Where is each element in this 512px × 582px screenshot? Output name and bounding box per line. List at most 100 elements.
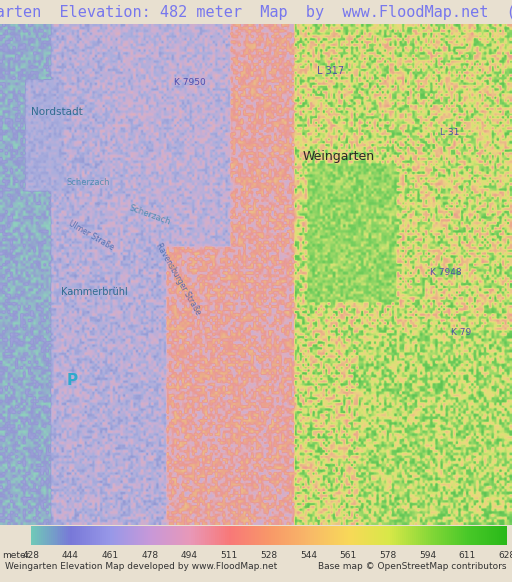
Bar bbox=[434, 526, 435, 545]
Bar bbox=[104, 526, 106, 545]
Bar bbox=[261, 526, 263, 545]
Bar bbox=[205, 526, 207, 545]
Bar bbox=[120, 526, 122, 545]
Bar bbox=[463, 526, 465, 545]
Bar bbox=[495, 526, 497, 545]
Bar bbox=[312, 526, 314, 545]
Bar bbox=[406, 526, 408, 545]
Bar bbox=[352, 526, 354, 545]
Bar bbox=[267, 526, 269, 545]
Bar bbox=[461, 526, 463, 545]
Bar bbox=[469, 526, 471, 545]
Bar bbox=[400, 526, 402, 545]
Bar bbox=[42, 526, 45, 545]
Bar bbox=[257, 526, 259, 545]
Bar bbox=[291, 526, 292, 545]
Bar bbox=[428, 526, 430, 545]
Bar bbox=[501, 526, 503, 545]
Bar bbox=[294, 526, 296, 545]
Bar bbox=[39, 526, 40, 545]
Bar bbox=[423, 526, 425, 545]
Bar bbox=[376, 526, 378, 545]
Bar bbox=[271, 526, 273, 545]
Bar bbox=[162, 526, 164, 545]
Bar bbox=[384, 526, 386, 545]
Bar bbox=[56, 526, 58, 545]
Bar bbox=[78, 526, 80, 545]
Text: Base map © OpenStreetMap contributors: Base map © OpenStreetMap contributors bbox=[318, 562, 507, 570]
Bar bbox=[53, 526, 54, 545]
Bar bbox=[55, 526, 56, 545]
Text: Ulmer Straße: Ulmer Straße bbox=[67, 218, 115, 251]
Bar bbox=[380, 526, 382, 545]
Bar bbox=[94, 526, 96, 545]
Bar bbox=[235, 526, 237, 545]
Bar bbox=[80, 526, 82, 545]
Bar bbox=[368, 526, 370, 545]
Text: K 79: K 79 bbox=[451, 328, 471, 337]
Bar bbox=[249, 526, 251, 545]
Bar bbox=[215, 526, 217, 545]
Text: 494: 494 bbox=[181, 551, 198, 560]
Bar bbox=[392, 526, 394, 545]
Bar bbox=[221, 526, 223, 545]
Bar bbox=[180, 526, 181, 545]
Text: 628: 628 bbox=[498, 551, 512, 560]
Bar bbox=[430, 526, 432, 545]
Bar bbox=[487, 526, 489, 545]
Bar bbox=[166, 526, 167, 545]
Text: 528: 528 bbox=[260, 551, 278, 560]
Bar bbox=[279, 526, 281, 545]
Bar bbox=[201, 526, 203, 545]
Text: 478: 478 bbox=[141, 551, 158, 560]
Bar bbox=[69, 526, 71, 545]
Bar bbox=[164, 526, 166, 545]
Bar bbox=[388, 526, 390, 545]
Bar bbox=[65, 526, 67, 545]
Bar bbox=[360, 526, 362, 545]
Text: 578: 578 bbox=[379, 551, 396, 560]
Bar bbox=[167, 526, 169, 545]
Bar bbox=[144, 526, 146, 545]
Bar bbox=[289, 526, 291, 545]
Bar bbox=[106, 526, 108, 545]
Bar bbox=[348, 526, 350, 545]
Bar bbox=[386, 526, 388, 545]
Bar bbox=[181, 526, 183, 545]
Bar bbox=[118, 526, 120, 545]
Text: Scherzach: Scherzach bbox=[128, 203, 172, 226]
Bar bbox=[243, 526, 245, 545]
Bar bbox=[196, 526, 198, 545]
Bar bbox=[358, 526, 360, 545]
Bar bbox=[437, 526, 439, 545]
Bar bbox=[203, 526, 205, 545]
Bar bbox=[259, 526, 261, 545]
Bar bbox=[403, 526, 406, 545]
Text: 511: 511 bbox=[221, 551, 238, 560]
Bar bbox=[136, 526, 138, 545]
Bar bbox=[479, 526, 481, 545]
Bar bbox=[471, 526, 473, 545]
Bar bbox=[67, 526, 69, 545]
Bar bbox=[328, 526, 330, 545]
Bar bbox=[497, 526, 499, 545]
Bar bbox=[40, 526, 42, 545]
Bar bbox=[473, 526, 475, 545]
Bar bbox=[465, 526, 467, 545]
Bar bbox=[330, 526, 332, 545]
Bar bbox=[76, 526, 78, 545]
Bar bbox=[410, 526, 412, 545]
Bar bbox=[172, 526, 174, 545]
Bar bbox=[421, 526, 423, 545]
Bar bbox=[425, 526, 428, 545]
Bar bbox=[396, 526, 398, 545]
Bar bbox=[90, 526, 92, 545]
Bar bbox=[247, 526, 249, 545]
Bar bbox=[321, 526, 323, 545]
Bar bbox=[325, 526, 326, 545]
Bar bbox=[237, 526, 239, 545]
Bar bbox=[298, 526, 301, 545]
Bar bbox=[435, 526, 437, 545]
Bar bbox=[489, 526, 491, 545]
Bar bbox=[199, 526, 201, 545]
